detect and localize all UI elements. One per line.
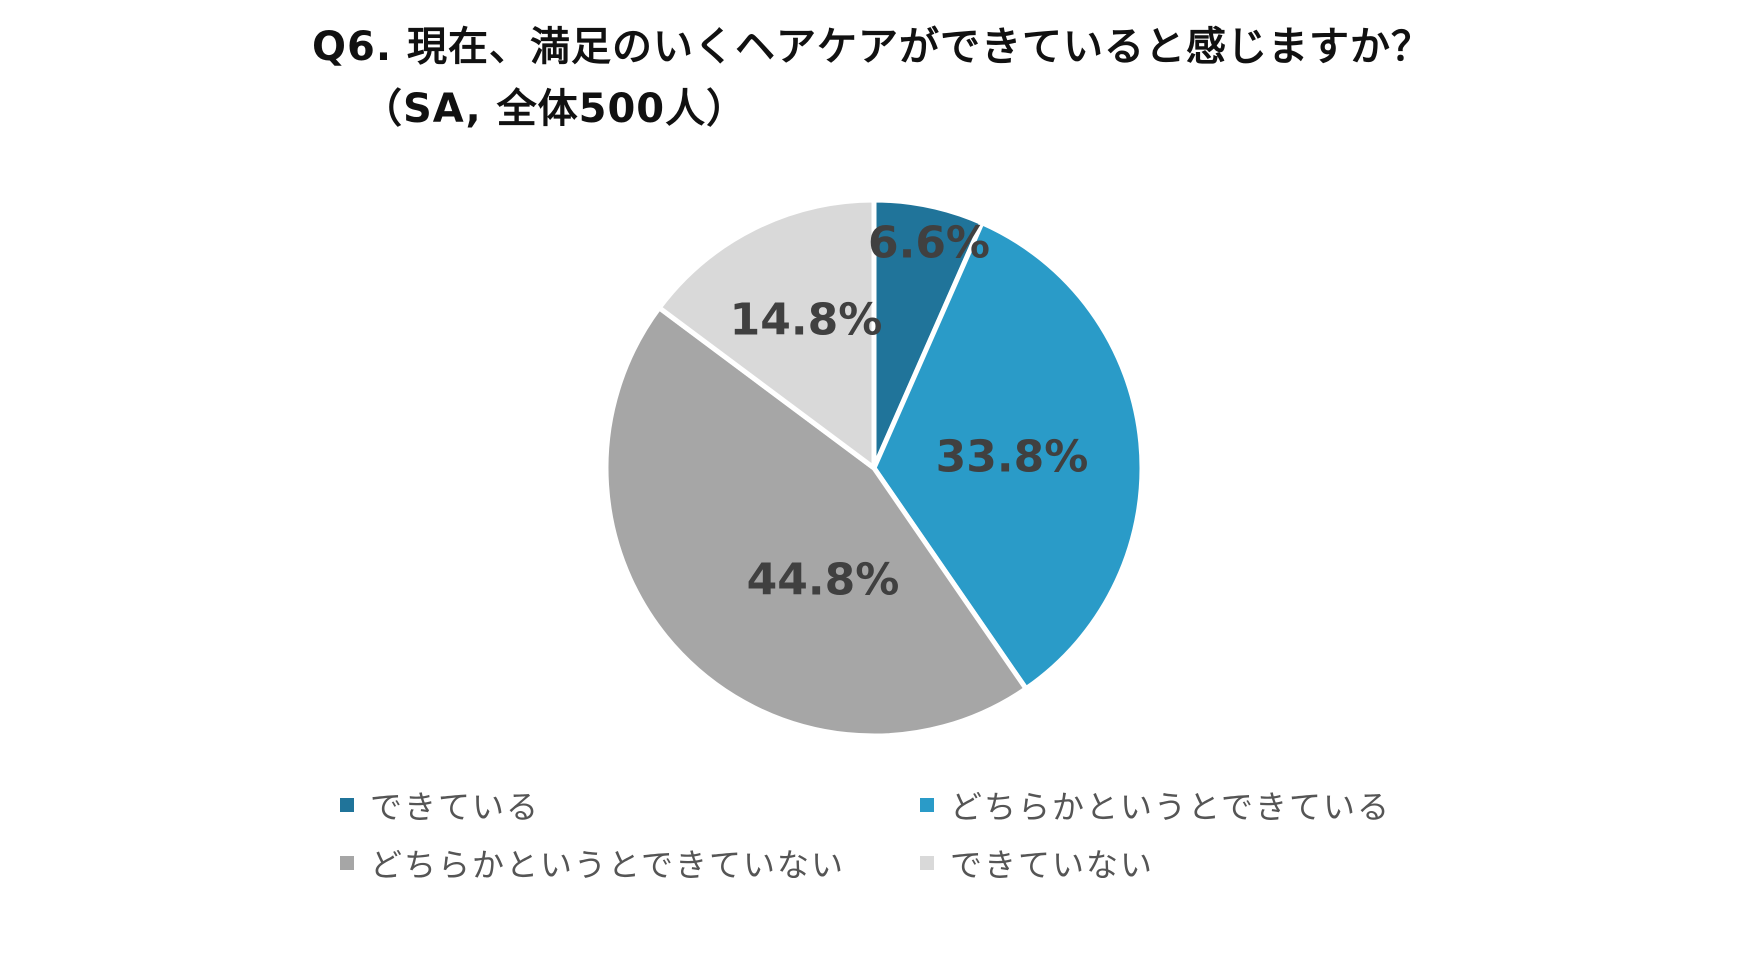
- legend-label: できている: [370, 788, 541, 826]
- pie-data-labels: 6.6% 33.8% 44.8% 14.8%: [730, 218, 1089, 606]
- legend-label: どちらかというとできていない: [370, 846, 846, 884]
- pie-slices: [603, 197, 1145, 739]
- chart-legend: できている どちらかというとできている どちらかというとできていない できていな…: [340, 782, 1460, 902]
- legend-item-dekiteinai: できていない: [920, 840, 1154, 886]
- chart-subtitle: （SA, 全体500人）: [362, 86, 748, 132]
- chart-title: Q6. 現在、満足のいくヘアケアができていると感じますか？: [312, 24, 1432, 70]
- data-label-dekiteiru: 6.6%: [868, 218, 990, 269]
- data-label-dochiraka-dekiteinai: 44.8%: [747, 555, 900, 606]
- legend-item-dekiteiru: できている: [340, 782, 540, 828]
- legend-label: できていない: [950, 846, 1155, 884]
- legend-item-dochiraka-dekiteiru: どちらかというとできている: [920, 782, 1391, 828]
- slice-dochiraka-dekiteiru: [871, 220, 1145, 692]
- legend-swatch: [340, 798, 354, 812]
- legend-item-dochiraka-dekiteinai: どちらかというとできていない: [340, 840, 845, 886]
- legend-swatch: [920, 856, 934, 870]
- legend-swatch: [340, 856, 354, 870]
- data-label-dekiteinai: 14.8%: [730, 295, 883, 346]
- slice-dekiteinai: [656, 197, 877, 471]
- data-label-dochiraka-dekiteiru: 33.8%: [936, 432, 1089, 483]
- legend-label: どちらかというとできている: [950, 788, 1392, 826]
- legend-swatch: [920, 798, 934, 812]
- slice-dochiraka-dekiteinai: [603, 305, 1029, 739]
